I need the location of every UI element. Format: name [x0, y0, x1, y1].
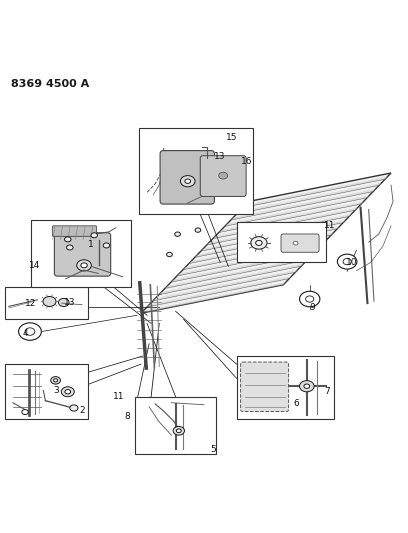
FancyBboxPatch shape: [281, 234, 319, 252]
Ellipse shape: [175, 232, 180, 236]
Ellipse shape: [256, 240, 262, 245]
Ellipse shape: [65, 390, 71, 394]
FancyBboxPatch shape: [52, 226, 97, 236]
Text: 5: 5: [210, 445, 216, 454]
Polygon shape: [177, 245, 322, 276]
Text: 8: 8: [125, 413, 131, 422]
Text: 16: 16: [241, 157, 252, 166]
Ellipse shape: [293, 241, 298, 245]
Ellipse shape: [77, 260, 91, 271]
Text: 13: 13: [214, 152, 226, 161]
Text: 13: 13: [64, 298, 75, 307]
Polygon shape: [141, 173, 391, 313]
Ellipse shape: [67, 245, 73, 250]
FancyBboxPatch shape: [241, 362, 288, 411]
Ellipse shape: [173, 426, 184, 435]
Ellipse shape: [51, 377, 60, 384]
Polygon shape: [201, 220, 346, 251]
FancyBboxPatch shape: [200, 156, 246, 197]
Text: 6: 6: [293, 399, 299, 408]
Ellipse shape: [180, 175, 195, 187]
Ellipse shape: [61, 387, 74, 397]
Text: 9: 9: [310, 303, 315, 312]
Polygon shape: [225, 195, 370, 227]
Ellipse shape: [251, 237, 267, 249]
Ellipse shape: [19, 323, 41, 340]
Polygon shape: [165, 257, 310, 288]
Bar: [139, 128, 253, 214]
Ellipse shape: [306, 296, 314, 302]
Text: 14: 14: [29, 261, 40, 270]
Ellipse shape: [304, 384, 310, 389]
Text: 11: 11: [324, 221, 335, 230]
Ellipse shape: [166, 252, 172, 257]
Bar: [5, 364, 88, 419]
Ellipse shape: [25, 328, 35, 335]
Ellipse shape: [22, 409, 28, 415]
Ellipse shape: [58, 298, 69, 306]
Polygon shape: [237, 183, 381, 214]
Polygon shape: [147, 276, 292, 307]
Ellipse shape: [43, 296, 56, 306]
Text: 2: 2: [79, 406, 85, 415]
Bar: [135, 397, 216, 454]
Text: 1: 1: [88, 240, 94, 248]
Polygon shape: [231, 189, 375, 220]
Ellipse shape: [81, 263, 87, 268]
Ellipse shape: [64, 237, 71, 242]
Polygon shape: [207, 214, 352, 245]
FancyBboxPatch shape: [54, 233, 111, 276]
Ellipse shape: [91, 233, 98, 238]
Bar: [237, 222, 326, 262]
Ellipse shape: [299, 381, 314, 392]
Ellipse shape: [195, 228, 201, 232]
Ellipse shape: [70, 405, 78, 411]
Text: 3: 3: [53, 386, 59, 395]
Polygon shape: [219, 201, 364, 232]
Bar: [31, 220, 131, 287]
Text: 11: 11: [113, 392, 124, 401]
Polygon shape: [189, 232, 334, 263]
Text: 10: 10: [346, 258, 357, 267]
Text: 8369 4500 A: 8369 4500 A: [11, 79, 89, 90]
Ellipse shape: [299, 291, 320, 307]
Ellipse shape: [337, 254, 357, 269]
Ellipse shape: [185, 179, 191, 183]
Polygon shape: [213, 208, 357, 239]
Polygon shape: [141, 282, 286, 313]
Text: 4: 4: [23, 329, 29, 338]
Polygon shape: [171, 251, 316, 282]
FancyBboxPatch shape: [160, 151, 215, 204]
Ellipse shape: [103, 243, 110, 248]
Ellipse shape: [219, 172, 228, 179]
Ellipse shape: [343, 259, 351, 265]
Ellipse shape: [176, 429, 181, 433]
Text: 12: 12: [25, 298, 36, 308]
Polygon shape: [159, 264, 304, 295]
Bar: [237, 356, 334, 419]
Polygon shape: [243, 177, 388, 208]
Bar: [5, 287, 88, 319]
Polygon shape: [153, 270, 298, 301]
Text: 15: 15: [226, 133, 238, 142]
Polygon shape: [183, 239, 328, 270]
Ellipse shape: [53, 379, 58, 382]
Text: 7: 7: [324, 387, 330, 396]
Polygon shape: [195, 227, 339, 257]
